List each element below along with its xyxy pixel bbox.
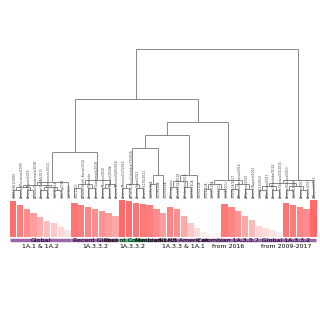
Bar: [92, 209, 98, 237]
Text: Global
1A.1 & 1A.2: Global 1A.1 & 1A.2: [22, 238, 59, 249]
Bar: [112, 216, 118, 237]
Bar: [283, 203, 289, 237]
Text: 14296616A: 14296616A: [163, 180, 167, 198]
Bar: [140, 204, 146, 237]
Bar: [310, 200, 316, 237]
Bar: [51, 223, 57, 237]
Text: Recent Global
1A.3.3.2: Recent Global 1A.3.3.2: [73, 238, 117, 249]
Bar: [242, 216, 248, 237]
Text: A/Puerto_Rico/Colombia/17/2016: A/Puerto_Rico/Colombia/17/2016: [129, 149, 133, 198]
Bar: [78, 205, 84, 237]
Text: A/swine/2017: A/swine/2017: [307, 177, 311, 198]
Bar: [133, 203, 139, 237]
Text: A/swine/Mexico/017/2016: A/swine/Mexico/017/2016: [122, 159, 126, 198]
Text: 14369504/2017: 14369504/2017: [231, 173, 236, 198]
Bar: [228, 207, 235, 237]
Bar: [188, 223, 194, 237]
Bar: [99, 211, 105, 237]
Text: 14298416A: 14298416A: [156, 180, 160, 198]
Text: A/Colombia/2018: A/Colombia/2018: [184, 172, 188, 198]
Text: A/Nautla/Veracruz/2014: A/Nautla/Veracruz/2014: [238, 162, 242, 198]
Text: 14296131BR: 14296131BR: [293, 178, 297, 198]
Text: A/swine/Nayarit/2011: A/swine/Nayarit/2011: [252, 165, 256, 198]
Bar: [297, 207, 303, 237]
Bar: [153, 209, 159, 237]
Text: 14382021/2013: 14382021/2013: [259, 174, 263, 198]
Text: 14271CU: 14271CU: [68, 184, 72, 198]
Bar: [290, 205, 296, 237]
Text: A/swine/2013: A/swine/2013: [300, 177, 304, 198]
Bar: [10, 202, 16, 237]
Bar: [167, 207, 173, 237]
Text: A/swine/Mexico/2018b: A/swine/Mexico/2018b: [108, 164, 113, 198]
Text: 14361/1CA: 14361/1CA: [204, 181, 208, 198]
Text: Global 1A.3.3.2
from 2009-2017: Global 1A.3.3.2 from 2009-2017: [261, 238, 311, 249]
Text: A/swine/Kyoto/2019: A/swine/Kyoto/2019: [27, 168, 31, 198]
Text: 14296301CA: 14296301CA: [190, 178, 195, 198]
Text: A/swine/Oaxaca/2013: A/swine/Oaxaca/2013: [286, 165, 290, 198]
Text: H3N8/0901/1999: H3N8/0901/1999: [13, 172, 17, 198]
Text: 09b15g2014: 09b15g2014: [61, 178, 65, 198]
Text: A/swine/Oaxaca/CO/2015: A/swine/Oaxaca/CO/2015: [279, 160, 283, 198]
Bar: [180, 216, 187, 237]
Text: A/swine/Col/A4/2011: A/swine/Col/A4/2011: [40, 167, 44, 198]
Bar: [65, 230, 71, 237]
Bar: [215, 233, 221, 237]
Bar: [208, 234, 214, 237]
Bar: [147, 205, 153, 237]
Bar: [30, 213, 36, 237]
Text: A/swine/Tarancón: A/swine/Tarancón: [88, 172, 92, 198]
Bar: [262, 228, 269, 237]
Bar: [249, 220, 255, 237]
Text: A/Nayarit/2015: A/Nayarit/2015: [313, 175, 317, 198]
Bar: [58, 227, 64, 237]
Text: 142712CU: 142712CU: [75, 182, 78, 198]
Text: A/Cali/0502/2018: A/Cali/0502/2018: [177, 172, 181, 198]
Text: 143611CU: 143611CU: [218, 182, 222, 198]
Bar: [269, 230, 276, 237]
Bar: [119, 200, 125, 237]
Text: 142885/16A: 142885/16A: [149, 180, 154, 198]
Bar: [201, 232, 207, 237]
Bar: [160, 213, 166, 237]
Text: A/swine/South_Korea/2014: A/swine/South_Korea/2014: [81, 158, 85, 198]
Text: Colombian 1A.3.3.2
from 2016: Colombian 1A.3.3.2 from 2016: [197, 238, 259, 249]
Bar: [24, 209, 30, 237]
Bar: [85, 207, 91, 237]
Bar: [303, 209, 310, 237]
Bar: [276, 232, 282, 237]
Bar: [17, 205, 23, 237]
Bar: [37, 217, 44, 237]
Bar: [71, 203, 77, 237]
Text: A/swine/Wisconsin/1999: A/swine/Wisconsin/1999: [20, 161, 24, 198]
Bar: [44, 221, 50, 237]
Bar: [106, 213, 112, 237]
Text: A/swine/Iowa/2011: A/swine/Iowa/2011: [136, 169, 140, 198]
Text: A/Manitoba/2011: A/Manitoba/2011: [266, 172, 270, 198]
Text: 1429011CA: 1429011CA: [197, 180, 201, 198]
Bar: [194, 228, 200, 237]
Bar: [256, 226, 262, 237]
Text: A/swine/1130/2011: A/swine/1130/2011: [143, 169, 147, 198]
Text: 14273Mo14: 14273Mo14: [54, 180, 58, 198]
Text: A/swine/Mexico/040/2016: A/swine/Mexico/040/2016: [116, 159, 119, 198]
Text: A/swine/Guatemala/2018: A/swine/Guatemala/2018: [34, 160, 37, 198]
Text: Mexican 1A.3: Mexican 1A.3: [135, 238, 177, 244]
Bar: [126, 202, 132, 237]
Bar: [174, 209, 180, 237]
Text: North American
1A.3.3 & 1A.1: North American 1A.3.3 & 1A.1: [159, 238, 209, 249]
Text: A/swine/Manitoba/2014: A/swine/Manitoba/2014: [272, 163, 276, 198]
Bar: [221, 204, 228, 237]
Text: A/swine/Tennessee/2011: A/swine/Tennessee/2011: [47, 161, 51, 198]
Text: A/Campesino: A/Campesino: [170, 178, 174, 198]
Text: A/swine/Mexico/2018: A/swine/Mexico/2018: [102, 166, 106, 198]
Text: A/swine/Guatemala/2018: A/swine/Guatemala/2018: [95, 160, 99, 198]
Text: 1436810CU: 1436810CU: [225, 180, 229, 198]
Text: 14395/11CA: 14395/11CA: [211, 179, 215, 198]
Text: A/Mambus/2015: A/Mambus/2015: [245, 173, 249, 198]
Text: Recent Colombian
1A.3.3.2: Recent Colombian 1A.3.3.2: [104, 238, 161, 249]
Bar: [235, 211, 241, 237]
